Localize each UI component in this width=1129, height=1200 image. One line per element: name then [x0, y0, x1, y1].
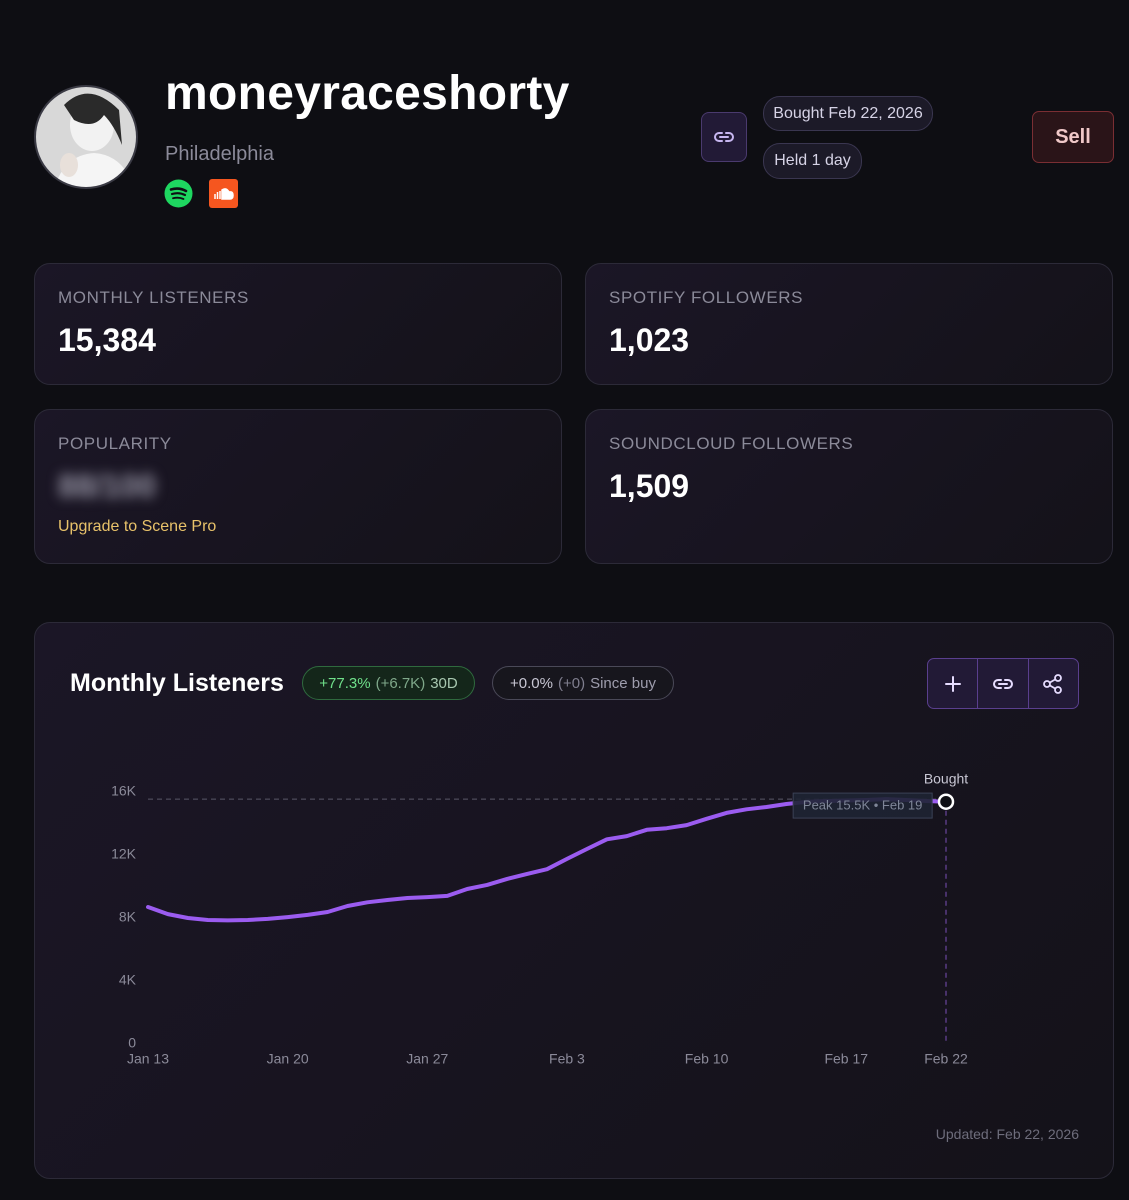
stat-label: SPOTIFY FOLLOWERS [609, 288, 804, 307]
chart-title: Monthly Listeners [70, 669, 284, 697]
peak-tooltip [792, 792, 933, 819]
y-tick-label: 4K [119, 972, 137, 988]
y-tick-label: 0 [128, 1035, 136, 1051]
y-tick-label: 12K [111, 846, 137, 862]
change-percent: +77.3% [319, 674, 371, 692]
sell-button[interactable]: Sell [1032, 111, 1114, 163]
stat-value: 1,509 [609, 468, 690, 504]
x-tick-label: Feb 10 [685, 1051, 729, 1067]
bought-marker [937, 793, 955, 810]
change-period: Since buy [590, 674, 656, 692]
x-tick-label: Jan 20 [267, 1051, 309, 1067]
change-badge: +77.3% (+6.7K) 30D [302, 666, 475, 700]
stat-label: MONTHLY LISTENERS [58, 288, 249, 307]
stat-card: POPULARITY 88/100 Upgrade to Scene Pro [34, 409, 562, 564]
x-tick-label: Feb 3 [549, 1051, 585, 1067]
bought-label: Bought [924, 770, 968, 786]
artist-location: Philadelphia [165, 143, 274, 165]
y-tick-label: 8K [119, 909, 137, 925]
change-period: 30D [430, 674, 458, 692]
x-tick-label: Jan 27 [406, 1051, 448, 1067]
change-delta: (+6.7K) [375, 674, 426, 692]
add-button[interactable] [928, 659, 979, 708]
change-percent: +0.0% [510, 674, 553, 692]
copy-link-button[interactable] [701, 112, 747, 162]
held-pill: Held 1 day [763, 143, 862, 179]
avatar [34, 85, 138, 189]
updated-label: Updated: Feb 22, 2026 [935, 1126, 1079, 1142]
link-icon [714, 132, 734, 142]
share-button[interactable] [1029, 659, 1078, 708]
stat-label: POPULARITY [58, 434, 172, 453]
link-icon [993, 678, 1013, 689]
x-tick-label: Feb 17 [824, 1051, 868, 1067]
upgrade-link[interactable]: Upgrade to Scene Pro [58, 518, 217, 535]
stat-card: SOUNDCLOUD FOLLOWERS 1,509 [585, 409, 1113, 564]
change-delta: (+0) [557, 674, 586, 692]
soundcloud-icon[interactable] [209, 179, 238, 208]
chart: 0 4K 8K 12K 16K Jan 13 Jan 20 Jan 27 Feb 3 Feb 10… [111, 770, 968, 1067]
chart-tools [927, 658, 1079, 709]
change-badge: +0.0% (+0) Since buy [492, 666, 674, 700]
artist-name: moneyraceshorty [165, 67, 570, 120]
stat-label: SOUNDCLOUD FOLLOWERS [609, 434, 854, 453]
stat-value: 15,384 [58, 322, 156, 358]
stat-card: SPOTIFY FOLLOWERS 1,023 [585, 263, 1113, 385]
stat-value: 88/100 [58, 468, 156, 504]
chart-card: 0 4K 8K 12K 16K Jan 13 Jan 20 Jan 27 Feb 3 Feb 10… [34, 622, 1114, 1179]
y-tick-label: 16K [111, 783, 137, 799]
spotify-icon[interactable] [164, 179, 193, 208]
stat-card: MONTHLY LISTENERS 15,384 [34, 263, 562, 385]
link-button[interactable] [978, 659, 1029, 708]
x-tick-label: Feb 22 [924, 1051, 968, 1067]
share-icon [1043, 673, 1063, 694]
peak-label: Peak 15.5K • Feb 19 [803, 798, 922, 813]
stat-value: 1,023 [609, 322, 690, 358]
x-tick-label: Jan 13 [127, 1051, 169, 1067]
bought-pill: Bought Feb 22, 2026 [763, 96, 933, 131]
plus-icon [944, 675, 961, 692]
